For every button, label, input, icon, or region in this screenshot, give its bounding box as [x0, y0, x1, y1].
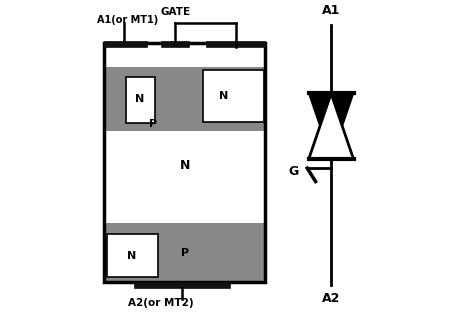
- Bar: [134, 282, 229, 288]
- Text: P: P: [181, 248, 189, 258]
- Bar: [127, 77, 155, 123]
- Polygon shape: [309, 93, 354, 159]
- Bar: [203, 70, 264, 122]
- Bar: [104, 66, 265, 131]
- Text: P: P: [149, 119, 157, 129]
- Text: A1: A1: [322, 4, 340, 17]
- Text: N: N: [135, 95, 145, 105]
- Bar: [107, 234, 158, 277]
- Text: N: N: [180, 158, 190, 172]
- Text: N: N: [127, 251, 137, 261]
- Text: A1(or MT1): A1(or MT1): [97, 15, 158, 25]
- Bar: [104, 223, 265, 282]
- Bar: [104, 131, 265, 199]
- Text: G: G: [288, 165, 298, 178]
- Bar: [206, 41, 265, 47]
- Text: GATE: GATE: [161, 7, 191, 17]
- Bar: [161, 41, 189, 47]
- Bar: [104, 43, 265, 282]
- Text: A2: A2: [322, 292, 340, 305]
- Text: N: N: [219, 91, 228, 101]
- Text: A2(or MT2): A2(or MT2): [128, 298, 193, 308]
- Polygon shape: [309, 93, 354, 159]
- Bar: [104, 41, 147, 47]
